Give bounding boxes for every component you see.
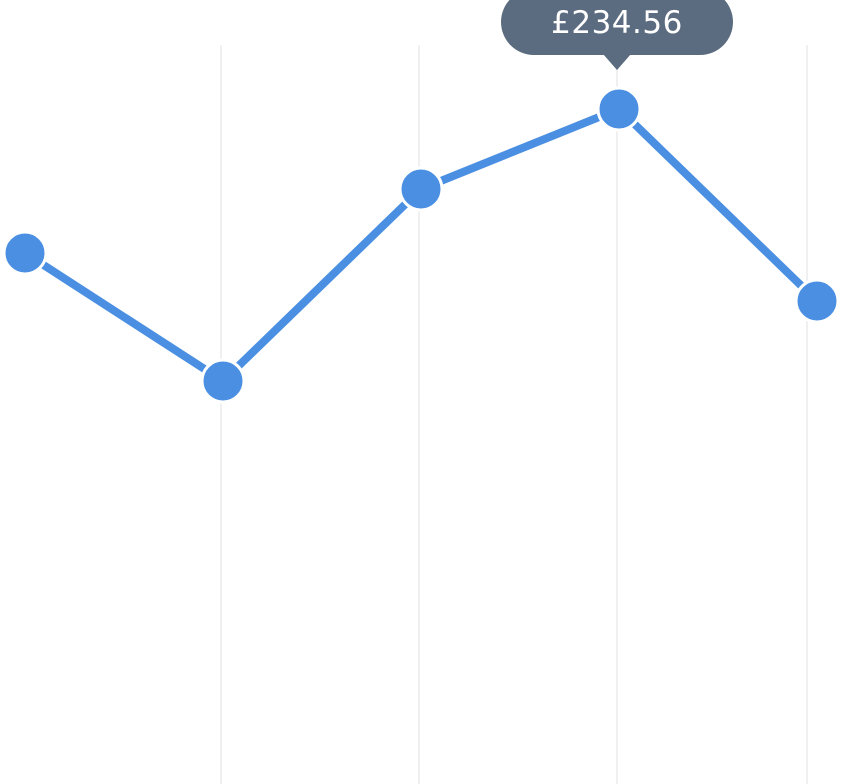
value-tooltip: £234.56: [501, 0, 733, 70]
data-point[interactable]: [794, 278, 840, 324]
series-line-layer: [21, 105, 821, 385]
tooltip-pointer: [603, 54, 631, 70]
grid-lines: [220, 45, 808, 784]
tooltip-label: £234.56: [551, 5, 683, 41]
data-point[interactable]: [2, 230, 48, 276]
series-line: [21, 105, 821, 385]
tooltip-background: [501, 0, 733, 55]
data-points: [2, 86, 840, 404]
data-point[interactable]: [398, 166, 444, 212]
data-point[interactable]: [596, 86, 642, 132]
data-point[interactable]: [200, 358, 246, 404]
